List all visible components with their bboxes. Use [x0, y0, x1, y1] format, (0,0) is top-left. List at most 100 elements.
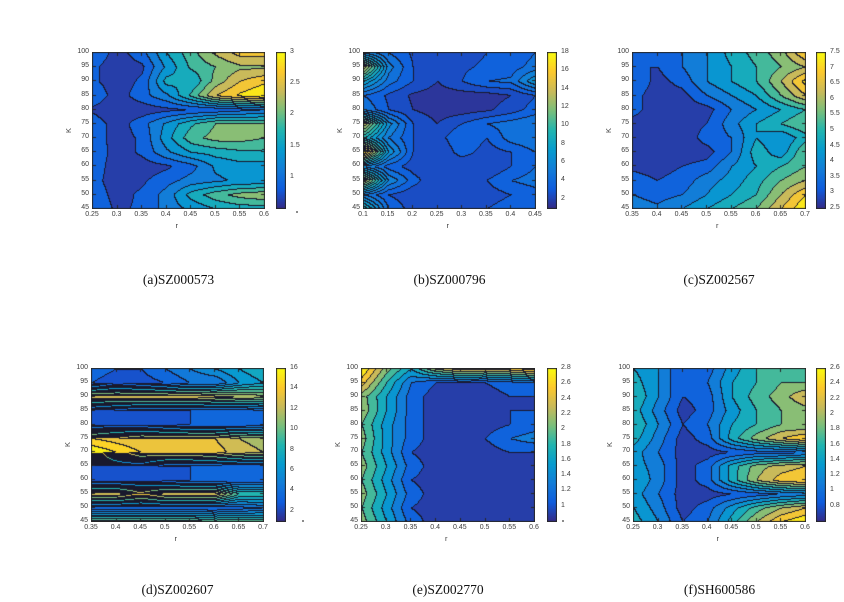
y-tick-label: 50 [80, 503, 88, 511]
colorbar-tick-label: 2.8 [561, 364, 571, 371]
colorbar-tick-label: 1 [290, 172, 294, 180]
x-tick-label: 0.35 [403, 524, 418, 531]
colorbar-tick-label: 2.6 [830, 364, 840, 371]
y-tick-label: 75 [81, 118, 89, 126]
subplot-caption: (e)SZ002770 [412, 582, 484, 597]
colorbar-tick-label: 2.2 [830, 394, 840, 402]
y-tick-label: 65 [350, 461, 358, 469]
colorbar-canvas-b [547, 52, 557, 209]
y-tick-label: 60 [80, 475, 88, 483]
x-tick-label: 0.4 [160, 211, 171, 218]
y-tick-label: 100 [77, 48, 89, 55]
x-tick-label: 0.5 [479, 524, 490, 531]
colorbar-tick-label: 16 [290, 364, 298, 371]
y-tick-label: 75 [80, 433, 88, 441]
y-tick-label: 80 [81, 104, 89, 112]
colorbar-tick-label: 2.4 [830, 379, 840, 387]
y-tick-label: 90 [81, 76, 89, 84]
colorbar-tick-label: 1.2 [561, 486, 571, 494]
y-tick-label: 60 [352, 161, 360, 169]
x-axis-label: r [175, 221, 179, 230]
colorbar-tick-label: 4 [830, 157, 834, 165]
colorbar-tick-label: 7.5 [830, 48, 840, 55]
y-tick-label: 60 [81, 161, 89, 169]
y-tick-label: 85 [621, 90, 629, 98]
colorbar-tick-label: 1.5 [290, 141, 300, 149]
colorbar-tick-label: 4 [561, 176, 565, 184]
y-tick-label: 70 [80, 447, 88, 455]
colorbar-tick-label: 16 [561, 66, 569, 74]
colorbar-tick-label: 4 [290, 486, 294, 494]
y-tick-label: 45 [622, 517, 630, 524]
y-tick-label: 55 [621, 175, 629, 183]
colorbar-tick-label: 2 [830, 409, 834, 417]
y-tick-label: 60 [622, 475, 630, 483]
contour-plot-canvas-c [632, 52, 806, 209]
colorbar-tick-label: 8 [561, 139, 565, 147]
contour-plot-canvas-d [91, 368, 264, 522]
y-tick-label: 95 [350, 377, 358, 385]
y-tick-label: 85 [352, 90, 360, 98]
colorbar-tick-label: 1.4 [830, 455, 840, 463]
x-tick-label: 0.45 [133, 524, 147, 531]
y-axis-label: K [63, 441, 73, 448]
y-tick-label: 75 [352, 118, 360, 126]
x-tick-label: 0.35 [479, 211, 493, 218]
y-tick-label: 90 [350, 391, 358, 399]
colorbar-tick-label: 6 [561, 158, 565, 166]
colorbar-tick-label: 6 [830, 94, 834, 102]
y-tick-label: 45 [352, 204, 360, 211]
x-tick-label: 0.25 [626, 524, 640, 531]
y-tick-label: 45 [350, 517, 358, 524]
colorbar-tick-label: 18 [561, 48, 569, 55]
y-tick-label: 65 [81, 147, 89, 155]
colorbar-tick-label: 1 [830, 486, 834, 494]
x-tick-label: 0.65 [231, 524, 246, 531]
x-tick-label: 0.6 [800, 524, 810, 531]
contour-plot-canvas-a [92, 52, 265, 209]
colorbar-tick-label: 6 [290, 466, 294, 473]
y-tick-label: 55 [350, 489, 358, 497]
y-tick-label: 55 [80, 489, 88, 497]
subplot-caption: (a)SZ000573 [142, 272, 215, 287]
x-tick-label: 0.45 [724, 524, 739, 531]
x-tick-label: 0.35 [84, 524, 98, 531]
contour-panel-c: K r 45 50 55 60 65 70 75 80 85 90 95 100 0.35 0.4 0.4… [580, 36, 844, 294]
colorbar-tick-label: 7 [830, 63, 834, 71]
y-tick-label: 95 [352, 62, 360, 70]
subplot-caption: (d)SZ002607 [141, 582, 214, 597]
contour-panel-f: K r 45 50 55 60 65 70 75 80 85 90 95 100 0.25 0.3 0.3… [581, 352, 844, 602]
colorbar-tick-label: 3 [290, 48, 294, 55]
y-tick-label: 100 [348, 48, 360, 55]
x-tick-label: 0.25 [85, 211, 99, 218]
y-axis-label: K [605, 441, 615, 448]
x-axis-label: r [445, 534, 448, 543]
colorbar-tick-label: 1.6 [561, 455, 571, 463]
x-tick-label: 0.1 [358, 211, 368, 218]
colorbar-tick-label: 12 [561, 103, 569, 111]
y-tick-label: 90 [622, 391, 630, 399]
x-tick-label: 0.3 [111, 211, 122, 218]
y-tick-label: 85 [81, 90, 89, 98]
colorbar-tick-label: 2.5 [290, 79, 300, 87]
colorbar-canvas-f [816, 368, 826, 522]
colorbar-tick-label: 12 [290, 404, 298, 412]
x-tick-label: 0.45 [183, 211, 198, 218]
y-tick-label: 70 [352, 133, 360, 141]
x-tick-label: 0.45 [528, 211, 542, 218]
x-tick-label: 0.4 [701, 524, 712, 531]
y-tick-label: 100 [76, 364, 88, 371]
y-tick-label: 85 [80, 405, 88, 413]
colorbar-tick-label: 1.4 [561, 471, 571, 479]
x-tick-label: 0.2 [407, 211, 417, 218]
y-tick-label: 80 [80, 419, 88, 427]
y-tick-label: 100 [346, 364, 358, 371]
colorbar-tick-label: 2.2 [561, 409, 571, 417]
colorbar-tick-label: 1 [561, 501, 565, 509]
y-tick-label: 90 [352, 76, 360, 84]
x-tick-label: 0.4 [110, 524, 121, 531]
y-axis-label: K [604, 127, 614, 133]
x-axis-label: r [446, 221, 450, 230]
y-tick-label: 95 [80, 377, 88, 385]
